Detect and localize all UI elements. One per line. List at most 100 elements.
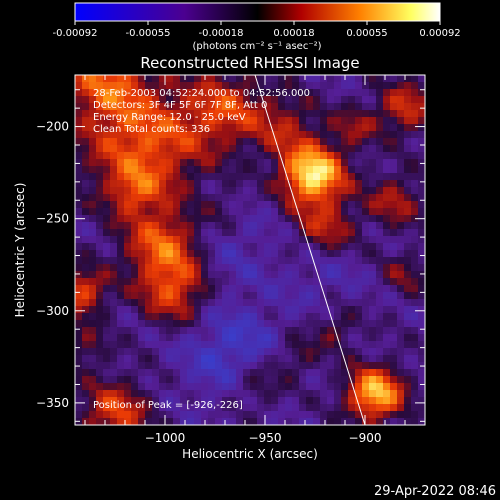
heatmap-cell (96, 334, 104, 342)
heatmap-cell (390, 264, 398, 272)
heatmap-cell (215, 334, 223, 342)
heatmap-cell (376, 390, 384, 398)
heatmap-cell (404, 418, 412, 425)
heatmap-cell (299, 341, 307, 349)
heatmap-cell (292, 75, 300, 83)
heatmap-cell (103, 215, 111, 223)
heatmap-cell (292, 222, 300, 230)
heatmap-cell (299, 103, 307, 111)
heatmap-cell (313, 313, 321, 321)
heatmap-cell (418, 348, 425, 356)
heatmap-cell (369, 306, 377, 314)
heatmap-cell (250, 194, 258, 202)
heatmap-cell (411, 187, 419, 195)
heatmap-cell (250, 103, 258, 111)
heatmap-cell (327, 215, 335, 223)
heatmap-cell (376, 348, 384, 356)
heatmap-cell (404, 131, 412, 139)
heatmap-cell (201, 201, 209, 209)
heatmap-cell (404, 285, 412, 293)
heatmap-cell (271, 292, 279, 300)
heatmap-cell (138, 285, 146, 293)
heatmap-cell (173, 306, 181, 314)
heatmap-cell (236, 278, 244, 286)
heatmap-cell (103, 299, 111, 307)
heatmap-cell (166, 292, 174, 300)
heatmap-cell (327, 222, 335, 230)
heatmap-cell (187, 75, 195, 83)
heatmap-cell (320, 355, 328, 363)
heatmap-cell (257, 320, 265, 328)
heatmap-cell (194, 271, 202, 279)
heatmap-cell (264, 306, 272, 314)
heatmap-cell (229, 180, 237, 188)
heatmap-cell (152, 96, 160, 104)
heatmap-cell (180, 180, 188, 188)
heatmap-cell (348, 285, 356, 293)
heatmap-cell (341, 243, 349, 251)
heatmap-cell (320, 390, 328, 398)
heatmap-cell (159, 145, 167, 153)
heatmap-cell (327, 348, 335, 356)
heatmap-cell (257, 229, 265, 237)
heatmap-cell (236, 159, 244, 167)
heatmap-cell (404, 159, 412, 167)
colorbar-tick-label: 0.00055 (346, 28, 387, 39)
heatmap-cell (390, 355, 398, 363)
heatmap-cell (355, 404, 363, 412)
heatmap-cell (355, 124, 363, 132)
heatmap-cell (166, 159, 174, 167)
heatmap-cell (173, 292, 181, 300)
heatmap-cell (201, 257, 209, 265)
heatmap-cell (110, 313, 118, 321)
heatmap-cell (355, 250, 363, 258)
heatmap-cell (299, 355, 307, 363)
heatmap-cell (208, 355, 216, 363)
heatmap-cell (152, 152, 160, 160)
heatmap-cell (194, 334, 202, 342)
heatmap-cell (236, 96, 244, 104)
heatmap-cell (348, 257, 356, 265)
heatmap-cell (369, 159, 377, 167)
heatmap-cell (75, 250, 83, 258)
heatmap-cell (418, 103, 425, 111)
heatmap-cell (82, 355, 90, 363)
heatmap-cell (222, 341, 230, 349)
heatmap-cell (152, 103, 160, 111)
heatmap-cell (418, 341, 425, 349)
heatmap-cell (159, 250, 167, 258)
heatmap-cell (313, 292, 321, 300)
heatmap-cell (131, 215, 139, 223)
heatmap-cell (292, 264, 300, 272)
heatmap-cell (341, 173, 349, 181)
heatmap-cell (194, 215, 202, 223)
heatmap-cell (320, 229, 328, 237)
heatmap-cell (320, 166, 328, 174)
heatmap-cell (124, 103, 132, 111)
heatmap-cell (369, 96, 377, 104)
heatmap-cell (103, 383, 111, 391)
heatmap-cell (313, 376, 321, 384)
heatmap-cell (257, 257, 265, 265)
heatmap-cell (383, 348, 391, 356)
heatmap-cell (376, 159, 384, 167)
heatmap-cell (369, 397, 377, 405)
heatmap-cell (96, 383, 104, 391)
heatmap-cell (355, 222, 363, 230)
heatmap-cell (299, 138, 307, 146)
heatmap-cell (96, 390, 104, 398)
heatmap-cell (418, 299, 425, 307)
heatmap-cell (229, 166, 237, 174)
heatmap-cell (166, 348, 174, 356)
heatmap-cell (341, 229, 349, 237)
heatmap-cell (306, 110, 314, 118)
heatmap-cell (187, 348, 195, 356)
heatmap-cell (236, 376, 244, 384)
heatmap-cell (320, 397, 328, 405)
colorbar-tick-label: 0.00092 (419, 28, 460, 39)
colorbar-tick-label: -0.00092 (53, 28, 98, 39)
heatmap-cell (117, 89, 125, 97)
heatmap-cell (369, 264, 377, 272)
heatmap-cell (166, 264, 174, 272)
heatmap-cell (215, 271, 223, 279)
